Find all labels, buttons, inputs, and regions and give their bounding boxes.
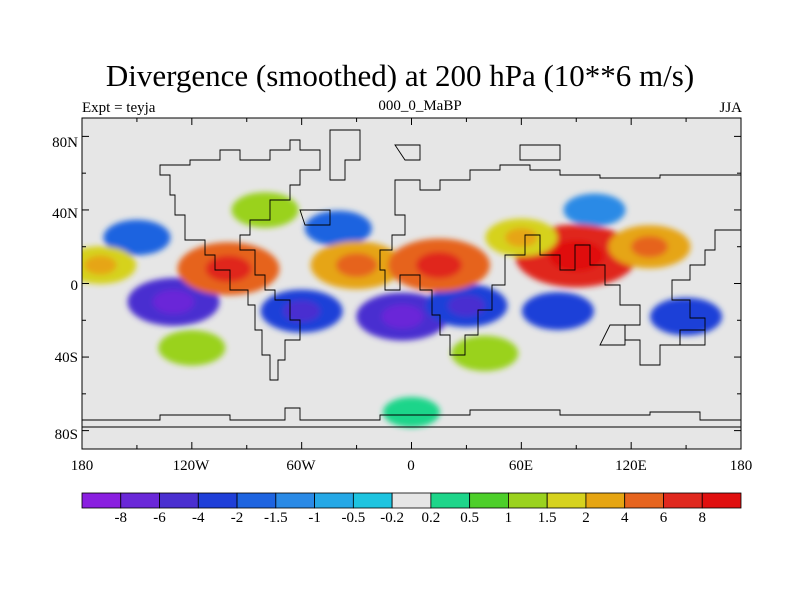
lat-label-80n: 80N — [52, 135, 78, 151]
field-feature-core-5 — [669, 307, 703, 327]
colorbar-swatch-14 — [624, 492, 664, 509]
experiment-label: Expt = teyja — [82, 100, 156, 116]
colorbar-swatch-5 — [275, 492, 315, 509]
field-feature-15 — [158, 330, 226, 366]
lat-label-40n: 40N — [52, 206, 78, 222]
colorbar-label-14: 6 — [659, 510, 668, 526]
field-feature-core-17 — [84, 255, 117, 275]
lon-label-120w: 120W — [172, 458, 210, 474]
colorbar-label-9: 0.5 — [460, 510, 480, 526]
colorbar-swatch-8 — [391, 492, 432, 509]
colorbar-label-2: -4 — [192, 510, 205, 526]
field-feature-core-11 — [416, 251, 462, 279]
colorbar-label-1: -6 — [153, 510, 166, 526]
field-feature-core-9 — [205, 255, 252, 283]
field-feature-core-1 — [283, 300, 321, 322]
field-feature-8 — [563, 193, 626, 227]
colorbar-swatch-6 — [314, 492, 354, 509]
colorbar-label-15: 8 — [698, 510, 706, 526]
colorbar-swatch-0 — [81, 492, 122, 509]
lon-label-60w: 60W — [286, 458, 316, 474]
lat-label-eq: 0 — [70, 278, 79, 294]
colorbar-label-6: -0.5 — [341, 510, 366, 526]
lon-label-180w: 180 — [70, 458, 94, 474]
map-title: Divergence (smoothed) at 200 hPa (10**6 … — [105, 58, 695, 93]
colorbar-swatch-1 — [120, 492, 160, 509]
colorbar-label-11: 1.5 — [537, 510, 557, 526]
colorbar-label-10: 1 — [504, 510, 513, 526]
colorbar-label-12: 2 — [582, 510, 590, 526]
field-feature-core-14 — [505, 228, 538, 248]
colorbar-label-3: -2 — [230, 510, 244, 526]
colorbar-label-13: 4 — [620, 510, 629, 526]
field-feature-core-3 — [447, 294, 485, 317]
season-label: JJA — [719, 100, 742, 116]
colorbar-swatch-10 — [469, 492, 509, 509]
colorbar-swatch-16 — [701, 492, 742, 509]
axis-ticks — [81, 118, 742, 449]
colorbar-swatch-15 — [663, 492, 703, 509]
lon-label-60e: 60E — [508, 458, 534, 474]
lat-label-80s: 80S — [54, 427, 78, 443]
lon-label-120e: 120E — [615, 458, 647, 474]
field-feature-core-13 — [631, 235, 668, 258]
divergence-field — [82, 192, 723, 428]
coastline-outlines — [82, 129, 741, 428]
colorbar-swatch-4 — [236, 492, 277, 509]
field-feature-18 — [231, 192, 299, 228]
colorbar-swatch-3 — [197, 492, 238, 509]
colorbar-swatch-11 — [508, 492, 548, 509]
field-feature-19 — [383, 396, 440, 428]
lon-label-180e: 180 — [729, 458, 753, 474]
field-feature-16 — [451, 335, 519, 372]
colorbar-swatch-7 — [352, 492, 393, 509]
field-feature-6 — [103, 219, 171, 256]
lon-label-0: 0 — [407, 458, 415, 474]
colorbar-swatch-9 — [430, 492, 471, 509]
colorbar-swatch-12 — [546, 492, 587, 509]
field-feature-core-0 — [381, 304, 424, 329]
field-feature-core-2 — [152, 289, 195, 314]
colorbar-swatch-2 — [159, 492, 199, 509]
colorbar-label-4: -1.5 — [263, 510, 288, 526]
colorbar-label-8: 0.2 — [421, 510, 441, 526]
period-label: 000_0_MaBP — [378, 98, 462, 114]
lat-label-40s: 40S — [54, 350, 78, 366]
field-feature-7 — [304, 210, 372, 247]
field-feature-core-10 — [335, 253, 378, 278]
colorbar — [81, 492, 742, 509]
colorbar-swatch-13 — [585, 492, 626, 509]
colorbar-label-7: -0.2 — [380, 510, 404, 526]
field-feature-core-4 — [541, 301, 575, 321]
colorbar-label-0: -8 — [114, 510, 128, 526]
colorbar-label-5: -1 — [308, 510, 321, 526]
